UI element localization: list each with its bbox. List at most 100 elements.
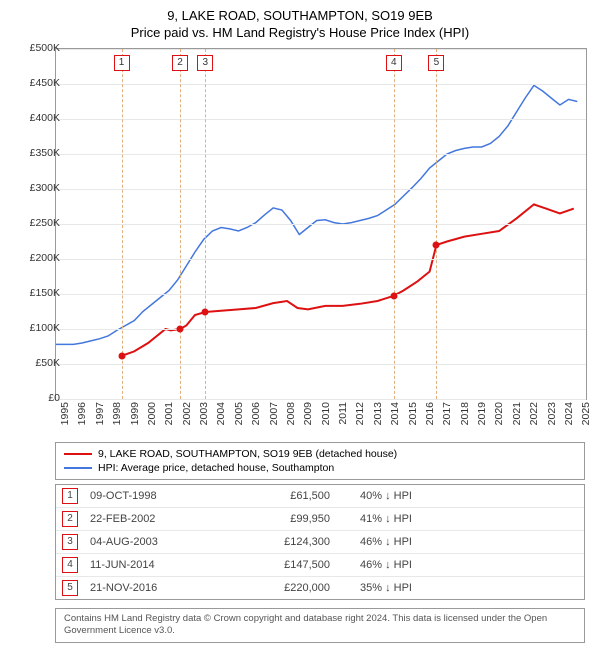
x-axis-label: 2011: [337, 402, 349, 425]
legend-label: HPI: Average price, detached house, Sout…: [98, 462, 334, 474]
x-axis-label: 2022: [528, 402, 540, 425]
x-axis-label: 2021: [511, 402, 523, 425]
x-axis-label: 2024: [563, 402, 575, 425]
sale-event-line: [122, 49, 123, 399]
sale-event-marker: 3: [197, 55, 213, 71]
table-row-diff: 40% ↓ HPI: [360, 490, 578, 502]
x-axis-label: 2004: [215, 402, 227, 425]
x-axis-label: 2016: [424, 402, 436, 425]
series-price_paid: [122, 204, 574, 356]
x-axis-label: 2007: [268, 402, 280, 425]
x-axis-label: 1997: [94, 402, 106, 425]
x-axis-label: 2001: [163, 402, 175, 425]
table-row-diff: 46% ↓ HPI: [360, 559, 578, 571]
plot-area: 12345: [55, 48, 587, 400]
table-row-date: 22-FEB-2002: [90, 513, 220, 525]
x-axis-label: 2020: [493, 402, 505, 425]
title-block: 9, LAKE ROAD, SOUTHAMPTON, SO19 9EB Pric…: [0, 0, 600, 40]
x-axis-label: 2000: [146, 402, 158, 425]
table-row: 1 09-OCT-1998£61,50040% ↓ HPI: [56, 485, 584, 507]
grid-line: [56, 329, 586, 330]
y-axis-label: £100K: [5, 322, 60, 334]
sale-event-line: [436, 49, 437, 399]
sale-event-marker: 1: [114, 55, 130, 71]
grid-line: [56, 364, 586, 365]
grid-line: [56, 49, 586, 50]
table-row-marker: 1: [62, 488, 78, 504]
chart-container: 9, LAKE ROAD, SOUTHAMPTON, SO19 9EB Pric…: [0, 0, 600, 650]
table-row-marker: 5: [62, 580, 78, 596]
series-hpi: [56, 85, 577, 344]
sale-dot: [177, 326, 184, 333]
table-row-diff: 35% ↓ HPI: [360, 582, 578, 594]
sale-dot: [202, 308, 209, 315]
x-axis-label: 1999: [129, 402, 141, 425]
grid-line: [56, 224, 586, 225]
y-axis-label: £400K: [5, 112, 60, 124]
table-row-price: £147,500: [220, 559, 360, 571]
table-row: 4 11-JUN-2014£147,50046% ↓ HPI: [56, 553, 584, 576]
table-row-marker: 3: [62, 534, 78, 550]
y-axis-label: £500K: [5, 42, 60, 54]
x-axis-label: 2023: [546, 402, 558, 425]
table-row-date: 04-AUG-2003: [90, 536, 220, 548]
grid-line: [56, 259, 586, 260]
x-axis-label: 2013: [372, 402, 384, 425]
table-row-marker: 2: [62, 511, 78, 527]
table-row-date: 09-OCT-1998: [90, 490, 220, 502]
legend-label: 9, LAKE ROAD, SOUTHAMPTON, SO19 9EB (det…: [98, 448, 397, 460]
footer-attribution: Contains HM Land Registry data © Crown c…: [55, 608, 585, 643]
table-row: 304-AUG-2003£124,30046% ↓ HPI: [56, 530, 584, 553]
x-axis-label: 2012: [354, 402, 366, 425]
y-axis-label: £450K: [5, 77, 60, 89]
y-axis-label: £200K: [5, 252, 60, 264]
legend-swatch: [64, 453, 92, 455]
table-row-date: 11-JUN-2014: [90, 559, 220, 571]
chart-title-address: 9, LAKE ROAD, SOUTHAMPTON, SO19 9EB: [0, 8, 600, 23]
legend-box: 9, LAKE ROAD, SOUTHAMPTON, SO19 9EB (det…: [55, 442, 585, 480]
x-axis-label: 2014: [389, 402, 401, 425]
x-axis-label: 2015: [407, 402, 419, 425]
legend-swatch: [64, 467, 92, 469]
y-axis-label: £150K: [5, 287, 60, 299]
x-axis-label: 1998: [111, 402, 123, 425]
grid-line: [56, 399, 586, 400]
chart-title-subtitle: Price paid vs. HM Land Registry's House …: [0, 25, 600, 40]
legend-item: HPI: Average price, detached house, Sout…: [64, 461, 576, 475]
sale-event-marker: 5: [428, 55, 444, 71]
sale-dot: [118, 352, 125, 359]
x-axis-label: 2003: [198, 402, 210, 425]
x-axis-label: 2008: [285, 402, 297, 425]
grid-line: [56, 154, 586, 155]
grid-line: [56, 189, 586, 190]
y-axis-label: £350K: [5, 147, 60, 159]
grid-line: [56, 294, 586, 295]
x-axis-label: 2019: [476, 402, 488, 425]
x-axis-label: 2010: [320, 402, 332, 425]
x-axis-label: 2017: [441, 402, 453, 425]
sale-dot: [390, 292, 397, 299]
y-axis-label: £50K: [5, 357, 60, 369]
sale-dot: [433, 242, 440, 249]
x-axis-label: 2005: [233, 402, 245, 425]
sale-event-line: [394, 49, 395, 399]
x-axis-label: 2018: [459, 402, 471, 425]
table-row-price: £61,500: [220, 490, 360, 502]
table-row-diff: 41% ↓ HPI: [360, 513, 578, 525]
sale-event-marker: 2: [172, 55, 188, 71]
x-axis-label: 2009: [302, 402, 314, 425]
table-row: 521-NOV-2016£220,00035% ↓ HPI: [56, 576, 584, 599]
x-axis-label: 2002: [181, 402, 193, 425]
table-row-price: £220,000: [220, 582, 360, 594]
x-axis-label: 1995: [59, 402, 71, 425]
y-axis-label: £250K: [5, 217, 60, 229]
table-row-marker: 4: [62, 557, 78, 573]
x-axis-label: 2006: [250, 402, 262, 425]
sale-event-line: [205, 49, 206, 399]
sale-event-line: [180, 49, 181, 399]
sale-event-marker: 4: [386, 55, 402, 71]
table-row-diff: 46% ↓ HPI: [360, 536, 578, 548]
sales-table: 1 09-OCT-1998£61,50040% ↓ HPI 2 22-FEB-2002…: [55, 484, 585, 600]
table-row: 222-FEB-2002£99,95041% ↓ HPI: [56, 507, 584, 530]
y-axis-label: £300K: [5, 182, 60, 194]
